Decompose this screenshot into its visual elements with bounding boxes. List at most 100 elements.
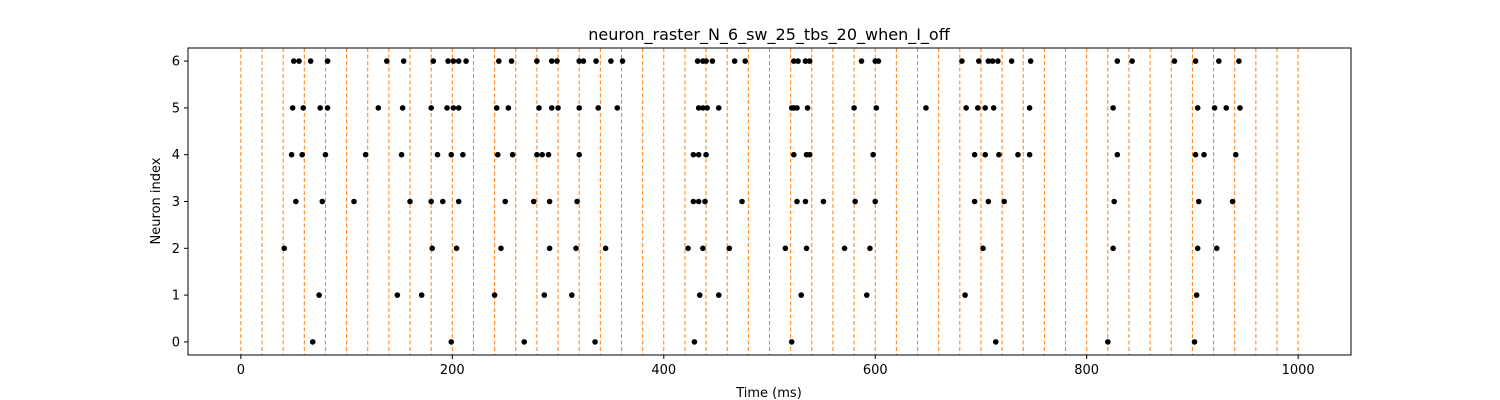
spike-point bbox=[996, 151, 1002, 158]
x-tick-label: 0 bbox=[237, 363, 245, 378]
spike-point bbox=[293, 198, 299, 205]
spike-point bbox=[1229, 198, 1236, 205]
spike-point bbox=[324, 105, 331, 111]
spike-point bbox=[852, 198, 858, 205]
spike-point bbox=[992, 339, 999, 345]
spike-point bbox=[375, 105, 382, 111]
spike-point bbox=[1195, 198, 1202, 205]
spike-point bbox=[448, 151, 455, 158]
spike-point bbox=[1232, 151, 1239, 158]
spike-point bbox=[982, 105, 988, 111]
spike-point bbox=[1027, 58, 1034, 64]
spike-point bbox=[982, 151, 988, 158]
spike-point bbox=[989, 58, 996, 64]
spike-point bbox=[794, 198, 800, 205]
spike-point bbox=[300, 105, 307, 111]
spike-point bbox=[440, 198, 446, 205]
spike-point bbox=[455, 198, 462, 205]
spike-point bbox=[691, 339, 698, 345]
spike-point bbox=[362, 151, 369, 158]
spike-point bbox=[602, 245, 609, 252]
spike-point bbox=[739, 198, 745, 205]
spike-point bbox=[791, 58, 797, 64]
spike-point bbox=[963, 105, 969, 111]
spike-point bbox=[990, 105, 997, 111]
spike-point bbox=[804, 105, 811, 111]
spike-point bbox=[430, 58, 437, 64]
spike-point bbox=[794, 105, 800, 111]
spike-point bbox=[288, 151, 295, 158]
spike-point bbox=[803, 245, 810, 252]
spike-point bbox=[1192, 151, 1199, 158]
spike-point bbox=[690, 198, 697, 205]
x-axis-label: Time (ms) bbox=[735, 386, 802, 400]
spike-point bbox=[1111, 198, 1117, 205]
spike-point bbox=[1193, 292, 1200, 298]
spike-point bbox=[985, 198, 992, 205]
spike-point bbox=[1211, 105, 1218, 111]
spike-point bbox=[709, 58, 716, 64]
spike-point bbox=[1001, 198, 1008, 205]
spike-point bbox=[548, 58, 555, 64]
spike-point bbox=[496, 58, 502, 64]
spike-point bbox=[400, 58, 407, 64]
spike-point bbox=[434, 151, 441, 158]
spike-point bbox=[1008, 58, 1015, 64]
spike-point bbox=[307, 58, 314, 64]
spike-point bbox=[870, 151, 876, 158]
chart-title: neuron_raster_N_6_sw_25_tbs_20_when_I_of… bbox=[588, 25, 950, 45]
spike-point bbox=[1194, 105, 1201, 111]
spike-point bbox=[444, 105, 450, 111]
spike-point bbox=[782, 245, 789, 252]
spike-point bbox=[704, 105, 710, 111]
spike-point bbox=[696, 292, 703, 298]
spike-point bbox=[508, 58, 515, 64]
spike-point bbox=[795, 58, 801, 64]
spike-point bbox=[521, 339, 528, 345]
spike-point bbox=[428, 198, 434, 205]
spike-point bbox=[614, 105, 621, 111]
spike-point bbox=[576, 151, 582, 158]
y-tick-label: 1 bbox=[172, 289, 180, 304]
spike-point bbox=[695, 105, 702, 111]
spike-point bbox=[502, 198, 508, 205]
spike-point bbox=[715, 292, 722, 298]
spike-point bbox=[429, 245, 436, 252]
spike-point bbox=[530, 198, 537, 205]
spike-point bbox=[1026, 105, 1033, 111]
x-tick-label: 200 bbox=[440, 363, 465, 378]
spike-point bbox=[802, 58, 809, 64]
spike-point bbox=[971, 198, 978, 205]
spike-point bbox=[962, 292, 968, 298]
spike-point bbox=[873, 105, 880, 111]
spike-point bbox=[568, 292, 575, 298]
spike-point bbox=[317, 105, 323, 111]
interval-lines bbox=[240, 48, 1299, 355]
spike-point bbox=[867, 245, 873, 252]
y-tick-label: 6 bbox=[172, 55, 180, 70]
spike-point bbox=[592, 339, 598, 345]
y-axis: 0 1 2 3 4 5 6 bbox=[172, 55, 188, 350]
spike-point bbox=[324, 58, 331, 64]
spike-point bbox=[290, 58, 297, 64]
spike-point bbox=[1237, 105, 1243, 111]
spike-point bbox=[703, 58, 709, 64]
spike-point bbox=[555, 105, 561, 111]
y-tick-label: 3 bbox=[172, 195, 180, 210]
spike-point bbox=[296, 58, 302, 64]
spike-point bbox=[608, 58, 614, 64]
spike-point bbox=[695, 198, 702, 205]
spike-point bbox=[309, 339, 316, 345]
spike-point bbox=[872, 198, 879, 205]
spike-point bbox=[541, 292, 548, 298]
spike-point bbox=[1216, 58, 1222, 64]
y-tick-label: 4 bbox=[172, 148, 180, 163]
spike-point bbox=[505, 105, 512, 111]
spike-point bbox=[985, 58, 992, 64]
spike-point bbox=[858, 58, 865, 64]
spike-point bbox=[322, 151, 329, 158]
spike-point bbox=[460, 151, 466, 158]
spike-point bbox=[702, 198, 708, 205]
spike-point bbox=[281, 245, 288, 252]
